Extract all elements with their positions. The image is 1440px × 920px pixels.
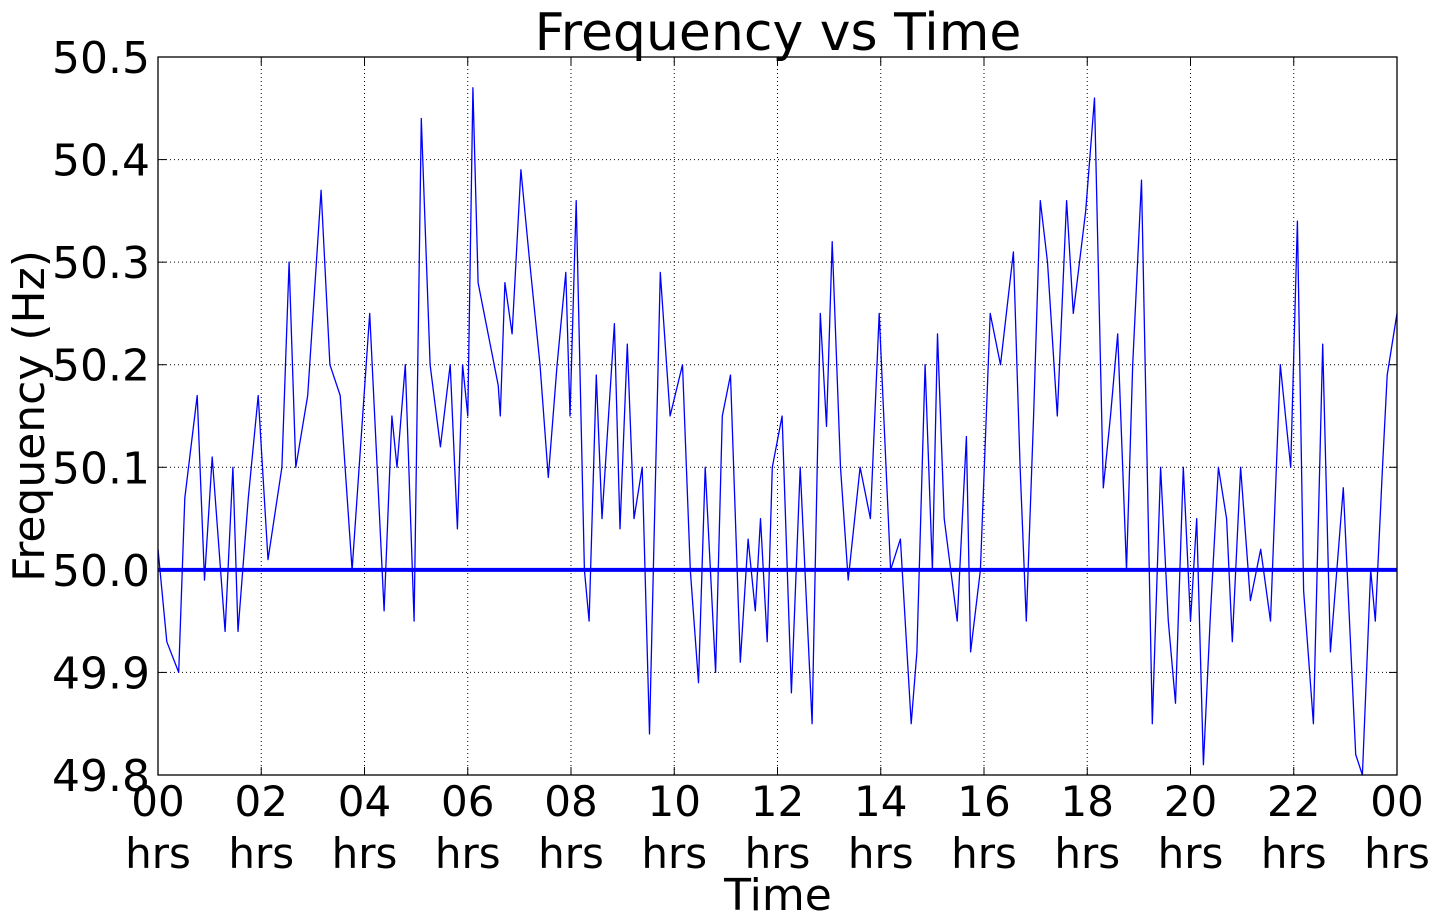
y-tick-label: 49.9 xyxy=(52,648,150,699)
data-line xyxy=(157,87,1398,776)
y-tick-label: 50.3 xyxy=(52,238,150,289)
x-tick-label: 02 hrs xyxy=(228,777,295,878)
x-tick-label: 10 hrs xyxy=(641,777,708,878)
y-tick-label: 49.8 xyxy=(52,751,150,802)
chart-title: Frequency vs Time xyxy=(535,3,1022,63)
x-tick-label: 06 hrs xyxy=(434,777,501,878)
x-tick-label: 22 hrs xyxy=(1260,777,1327,878)
x-tick-label: 14 hrs xyxy=(847,777,914,878)
x-tick-label: 20 hrs xyxy=(1157,777,1224,878)
x-tick-label: 18 hrs xyxy=(1054,777,1121,878)
plot-frame xyxy=(157,56,1398,776)
x-axis-label: Time xyxy=(723,870,832,920)
x-tick-label: 12 hrs xyxy=(744,777,811,878)
x-tick-label: 00 hrs xyxy=(125,777,191,878)
y-tick-label: 50.4 xyxy=(52,136,150,187)
y-tick-label: 50.1 xyxy=(52,443,150,494)
x-tick-label: 04 hrs xyxy=(331,777,398,878)
y-tick-label: 50.0 xyxy=(52,546,150,597)
y-axis-label: Frequency (Hz) xyxy=(4,250,55,582)
x-tick-label: 08 hrs xyxy=(538,777,604,878)
y-tick-label: 50.5 xyxy=(52,33,150,84)
x-tick-label: 00 hrs xyxy=(1364,777,1430,878)
y-tick-label: 50.2 xyxy=(52,341,150,392)
x-tick-label: 16 hrs xyxy=(951,777,1017,878)
